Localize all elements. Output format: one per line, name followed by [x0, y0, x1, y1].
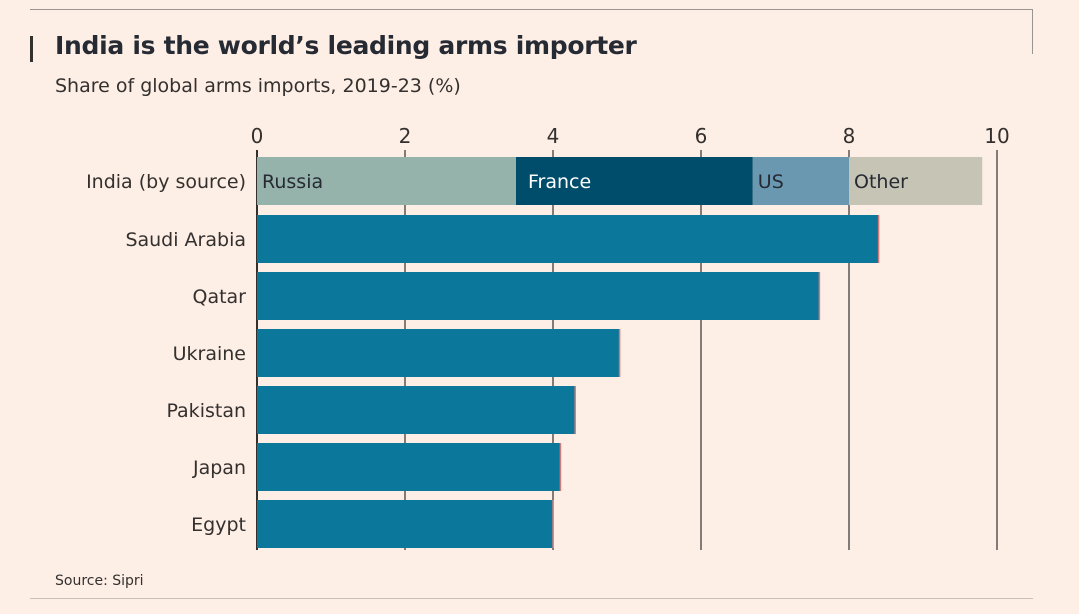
bar — [257, 443, 561, 491]
stacked-segment-us — [752, 157, 849, 205]
category-label: Saudi Arabia — [125, 229, 246, 251]
segment-label: France — [528, 171, 591, 193]
stacked-segment-russia — [257, 157, 516, 205]
x-tick-label: 2 — [399, 124, 412, 148]
bar — [257, 500, 553, 548]
bar — [257, 386, 576, 434]
right-rule — [1032, 9, 1033, 54]
category-label: Qatar — [192, 286, 246, 308]
bar — [257, 329, 620, 377]
category-label: Pakistan — [166, 400, 246, 422]
x-tick-label: 8 — [843, 124, 856, 148]
stacked-segment-france — [516, 157, 753, 205]
x-tick-label: 0 — [251, 124, 264, 148]
bar — [257, 272, 820, 320]
chart-title: India is the world’s leading arms import… — [55, 31, 637, 60]
x-tick-label: 6 — [695, 124, 708, 148]
category-label: Ukraine — [173, 343, 246, 365]
segment-label: Russia — [262, 171, 323, 193]
category-label: Japan — [192, 457, 246, 479]
category-label: India (by source) — [86, 171, 246, 193]
category-label: Egypt — [191, 514, 246, 536]
top-rule — [30, 9, 1033, 10]
x-tick-label: 10 — [984, 124, 1009, 148]
segment-label: US — [758, 171, 784, 193]
chart-subtitle: Share of global arms imports, 2019-23 (%… — [55, 75, 461, 97]
title-accent — [30, 36, 33, 62]
segment-label: Other — [854, 171, 908, 193]
bar — [257, 215, 879, 263]
source-note: Source: Sipri — [55, 573, 144, 589]
bottom-rule — [30, 598, 1033, 599]
stacked-segment-other — [849, 157, 983, 205]
x-tick-label: 4 — [547, 124, 560, 148]
